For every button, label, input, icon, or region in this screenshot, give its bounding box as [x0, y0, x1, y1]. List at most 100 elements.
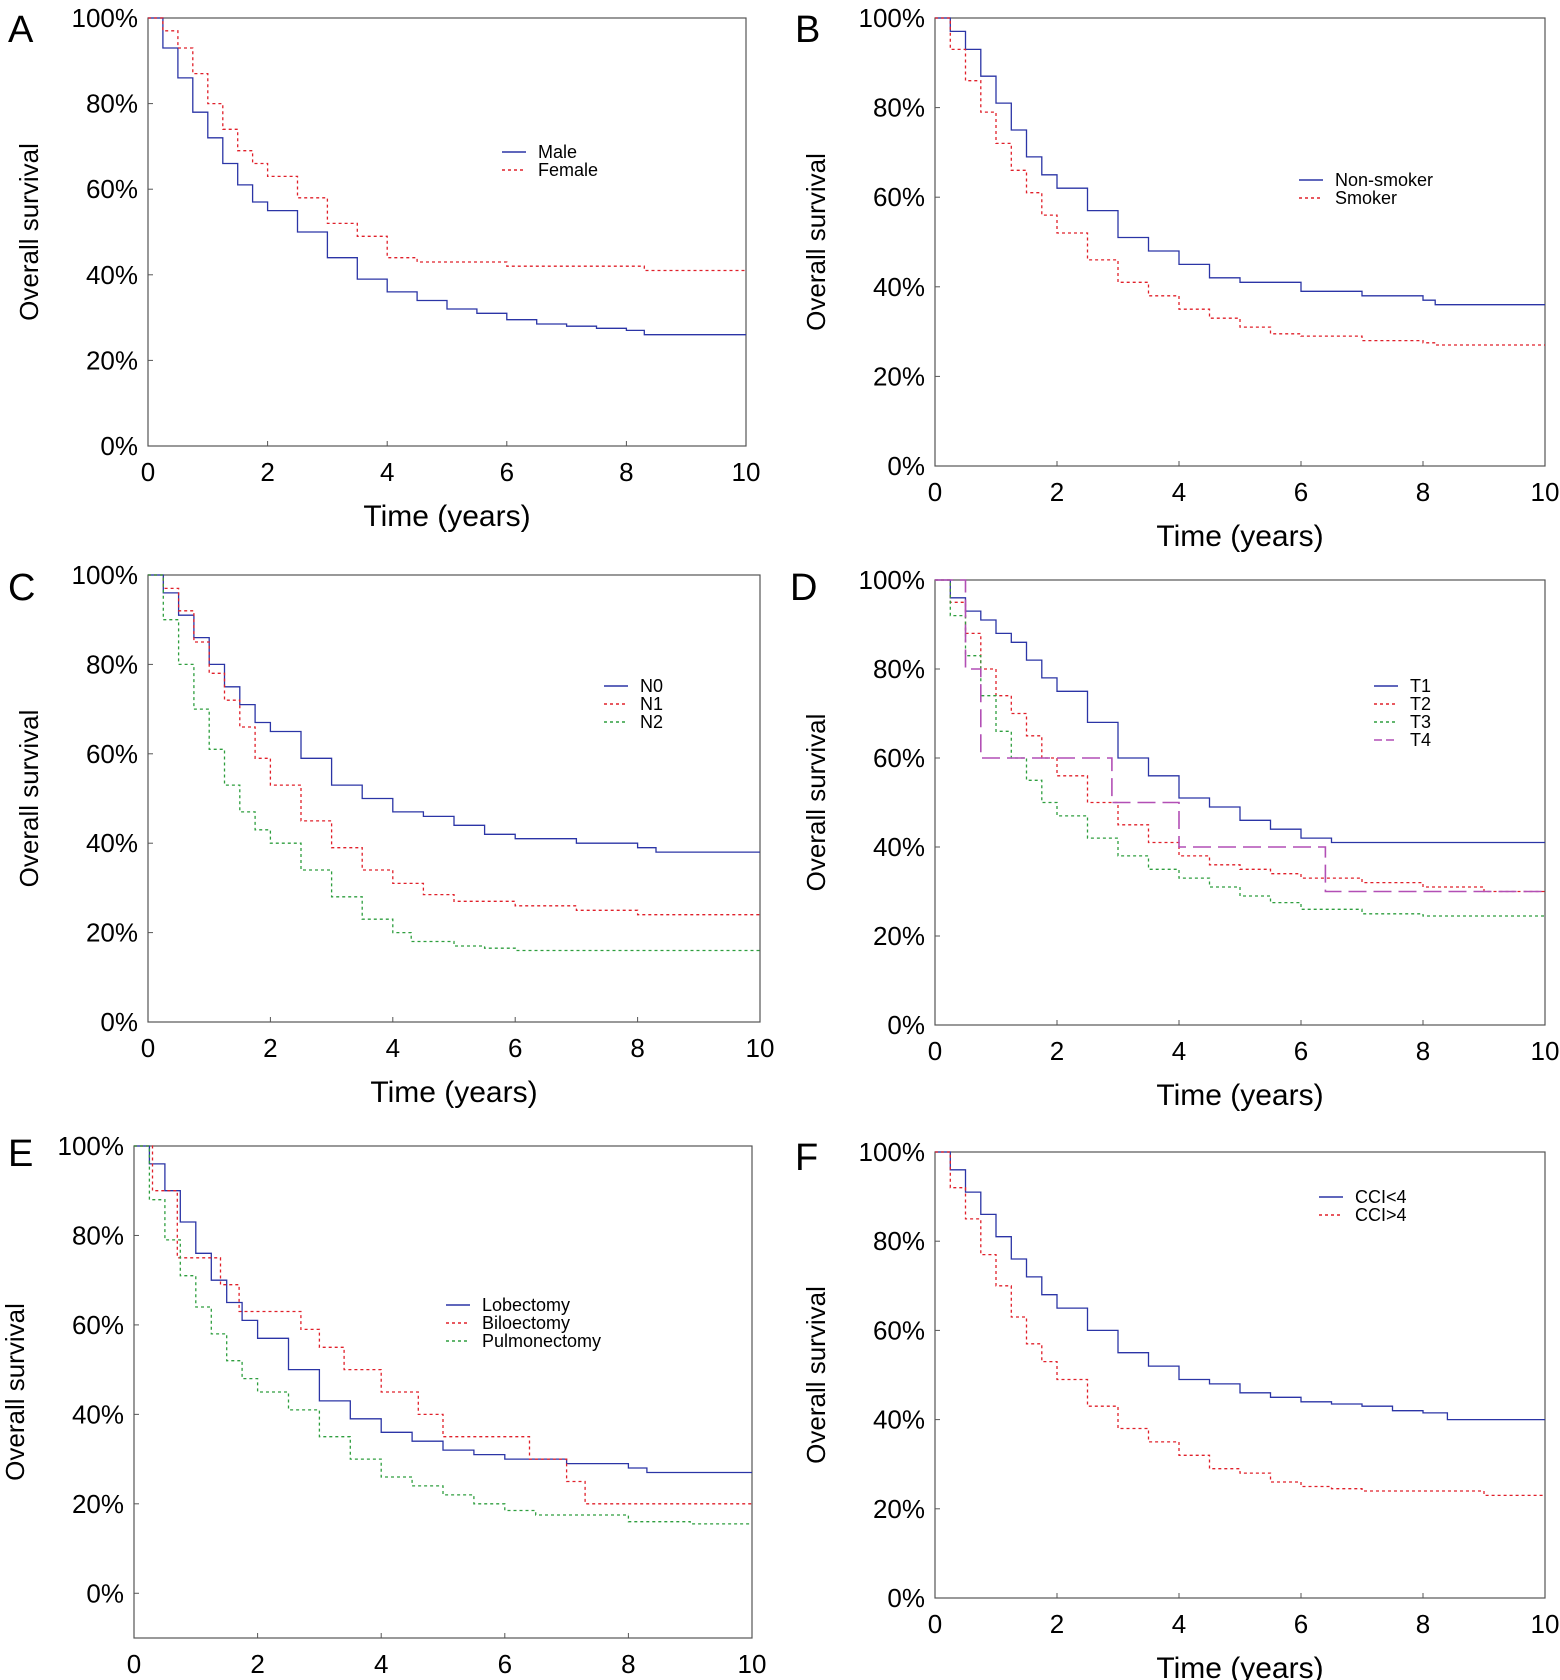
x-tick-label: 10: [746, 1033, 775, 1063]
legend-label: Female: [538, 160, 598, 180]
panel-letter: A: [8, 9, 34, 51]
y-tick-label: 0%: [887, 1583, 925, 1613]
panel-c: C 0% 20% 40% 60% 80% 100% 0 2 4 6 8 10 Time (years) Ov…: [8, 560, 774, 1109]
series-line-t1: [935, 579, 1545, 844]
panel-letter: E: [8, 1133, 33, 1175]
y-tick-label: 40%: [86, 828, 138, 858]
y-axis-label: Overall survival: [801, 1286, 831, 1464]
y-tick-label: 40%: [72, 1399, 124, 1429]
y-tick-label: 0%: [887, 1010, 925, 1040]
y-tick-label: 20%: [86, 918, 138, 948]
legend-label: T3: [1410, 712, 1431, 732]
y-tick-label: 20%: [72, 1489, 124, 1519]
plot-frame: [147, 17, 747, 447]
x-tick-label: 8: [1416, 1036, 1430, 1066]
y-tick-label: 80%: [873, 93, 925, 123]
y-tick-label: 20%: [873, 1494, 925, 1524]
y-tick-label: 40%: [873, 832, 925, 862]
y-tick-label: 60%: [86, 739, 138, 769]
y-tick-label: 0%: [887, 451, 925, 481]
legend-label: Smoker: [1335, 188, 1397, 208]
y-tick-label: 20%: [86, 345, 138, 375]
legend-label: Biloectomy: [482, 1313, 570, 1333]
panel-f: F 0% 20% 40% 60% 80% 100% 0 2 4 6 8 10 Time (years) Ov…: [795, 1137, 1559, 1680]
y-tick-label: 80%: [873, 1226, 925, 1256]
legend-label: N2: [640, 712, 663, 732]
y-tick-label: 60%: [873, 743, 925, 773]
panel-letter: B: [795, 9, 820, 51]
y-tick-label: 80%: [86, 89, 138, 119]
x-axis-label: Time (years): [1156, 520, 1323, 553]
series-line-cci-4: [935, 1151, 1545, 1421]
x-axis-label: Time (years): [370, 1076, 537, 1109]
panel-letter: C: [8, 567, 35, 609]
x-tick-label: 2: [260, 457, 274, 487]
plot-frame: [934, 579, 1546, 1026]
x-tick-label: 8: [630, 1033, 644, 1063]
x-tick-label: 0: [141, 457, 155, 487]
panel-b: B 0% 20% 40% 60% 80% 100% 0 2 4 6 8 10 Time (years) Ov…: [795, 3, 1559, 553]
legend-label: Pulmonectomy: [482, 1331, 601, 1351]
x-tick-label: 8: [621, 1649, 635, 1679]
x-tick-label: 10: [1531, 1036, 1560, 1066]
y-tick-label: 100%: [859, 3, 926, 33]
legend-label: N1: [640, 694, 663, 714]
x-tick-label: 10: [1531, 1609, 1560, 1639]
series-line-pulmonectomy: [134, 1145, 752, 1525]
x-tick-label: 10: [1531, 477, 1560, 507]
legend-label: N0: [640, 676, 663, 696]
panel-d: D 0% 20% 40% 60% 80% 100% 0 2 4 6 8 10 Time (years) Ov…: [790, 565, 1559, 1112]
y-tick-label: 0%: [100, 431, 138, 461]
x-axis-label: Time (years): [363, 500, 530, 533]
y-tick-label: 100%: [72, 560, 139, 590]
plot-frame: [147, 574, 761, 1023]
x-tick-label: 2: [250, 1649, 264, 1679]
x-tick-label: 0: [928, 1036, 942, 1066]
plot-frame: [934, 17, 1546, 467]
x-tick-label: 4: [1172, 1036, 1186, 1066]
y-axis-label: Overall survival: [14, 143, 44, 321]
series-line-female: [148, 17, 746, 272]
x-axis-label: Time (years): [1156, 1079, 1323, 1112]
x-tick-label: 6: [498, 1649, 512, 1679]
x-tick-label: 0: [127, 1649, 141, 1679]
y-tick-label: 40%: [873, 1405, 925, 1435]
series-line-biloectomy: [134, 1145, 752, 1505]
series-line-n0: [148, 574, 760, 853]
series-line-lobectomy: [134, 1145, 752, 1474]
y-axis-label: Overall survival: [801, 714, 831, 892]
legend-label: Non-smoker: [1335, 170, 1433, 190]
legend-label: T2: [1410, 694, 1431, 714]
x-tick-label: 4: [386, 1033, 400, 1063]
legend-label: CCI<4: [1355, 1187, 1407, 1207]
plot-frame: [934, 1151, 1546, 1599]
series-line-male: [148, 17, 746, 336]
y-tick-label: 60%: [873, 182, 925, 212]
x-tick-label: 4: [1172, 1609, 1186, 1639]
y-axis-label: Overall survival: [14, 710, 44, 888]
y-tick-label: 20%: [873, 361, 925, 391]
x-tick-label: 2: [263, 1033, 277, 1063]
y-tick-label: 40%: [873, 272, 925, 302]
y-tick-label: 0%: [100, 1007, 138, 1037]
series-line-n1: [148, 574, 760, 916]
y-tick-label: 100%: [859, 1137, 926, 1167]
x-tick-label: 2: [1050, 477, 1064, 507]
y-tick-label: 80%: [873, 654, 925, 684]
series-line-cci-4: [935, 1151, 1545, 1497]
x-tick-label: 2: [1050, 1609, 1064, 1639]
y-tick-label: 20%: [873, 921, 925, 951]
x-axis-label: Time (years): [1156, 1652, 1323, 1680]
x-tick-label: 6: [1294, 477, 1308, 507]
x-tick-label: 6: [508, 1033, 522, 1063]
x-tick-label: 4: [374, 1649, 388, 1679]
series-line-smoker: [935, 17, 1545, 346]
x-tick-label: 0: [928, 1609, 942, 1639]
panel-letter: F: [795, 1137, 818, 1179]
